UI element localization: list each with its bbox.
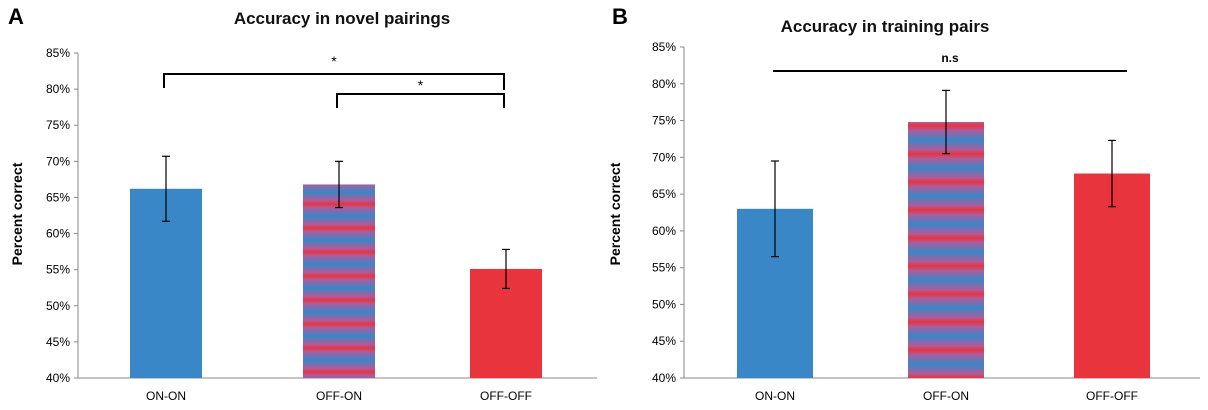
x-tick-label: OFF-ON <box>923 389 969 403</box>
y-tick-label: 85% <box>652 40 676 54</box>
error-bar-off-off <box>1108 139 1116 208</box>
bar-off-on <box>908 122 984 378</box>
y-tick-label: 70% <box>652 150 676 164</box>
significance-label: * <box>418 77 424 93</box>
chart-panel-a: A Accuracy in novel pairings Percent cor… <box>8 4 597 403</box>
x-tick-label: OFF-ON <box>316 389 362 403</box>
panel-label: B <box>612 4 628 29</box>
y-tick-label: 60% <box>46 227 70 241</box>
y-tick-label: 75% <box>652 114 676 128</box>
x-tick-labels: ON-ON OFF-ON OFF-OFF <box>755 389 1138 403</box>
y-tick-label: 65% <box>652 187 676 201</box>
error-bar-on-on <box>162 155 170 222</box>
error-bar-off-on <box>335 160 343 209</box>
y-tick-label: 55% <box>46 263 70 277</box>
y-tick-label: 40% <box>46 371 70 385</box>
y-tick-label: 60% <box>652 224 676 238</box>
y-tick-label: 45% <box>652 334 676 348</box>
y-ticks: 40% 45% 50% 55% 60% 65% 70% 75% 80% 85% <box>46 46 78 385</box>
y-ticks: 40% 45% 50% 55% 60% 65% 70% 75% 80% 85% <box>652 40 684 385</box>
error-bars <box>771 89 1116 258</box>
error-bar-off-off <box>502 248 510 290</box>
significance-bracket: * <box>163 53 505 90</box>
bars <box>737 122 1150 378</box>
y-tick-label: 50% <box>46 299 70 313</box>
error-bars <box>162 155 510 290</box>
y-tick-label: 85% <box>46 46 70 60</box>
y-axis-label: Percent correct <box>607 162 623 265</box>
y-axis-label: Percent correct <box>9 162 25 265</box>
x-tick-label: OFF-OFF <box>1086 389 1138 403</box>
bars <box>130 184 542 378</box>
significance-label: * <box>331 53 337 69</box>
x-tick-label: ON-ON <box>755 389 795 403</box>
error-bar-off-on <box>942 89 950 155</box>
chart-title: Accuracy in training pairs <box>781 17 990 36</box>
error-bar-on-on <box>771 160 779 258</box>
significance-bracket: * <box>336 77 505 108</box>
significance-label: n.s <box>941 51 959 65</box>
significance-brackets: ** <box>163 53 505 108</box>
bar-off-off <box>1074 173 1150 378</box>
x-tick-labels: ON-ON OFF-ON OFF-OFF <box>146 389 532 403</box>
x-tick-label: ON-ON <box>146 389 186 403</box>
chart-title: Accuracy in novel pairings <box>234 9 450 28</box>
y-tick-label: 80% <box>652 77 676 91</box>
significance-bracket: n.s <box>773 51 1127 72</box>
panel-label: A <box>8 4 24 29</box>
bar-off-on <box>303 184 375 378</box>
significance-brackets: n.s <box>773 51 1127 72</box>
y-tick-label: 50% <box>652 297 676 311</box>
y-tick-label: 55% <box>652 261 676 275</box>
y-tick-label: 70% <box>46 154 70 168</box>
x-tick-label: OFF-OFF <box>480 389 532 403</box>
y-tick-label: 40% <box>652 371 676 385</box>
y-tick-label: 45% <box>46 335 70 349</box>
y-tick-label: 65% <box>46 190 70 204</box>
chart-panel-b: B Accuracy in training pairs Percent cor… <box>607 4 1200 403</box>
y-tick-label: 80% <box>46 82 70 96</box>
y-tick-label: 75% <box>46 118 70 132</box>
